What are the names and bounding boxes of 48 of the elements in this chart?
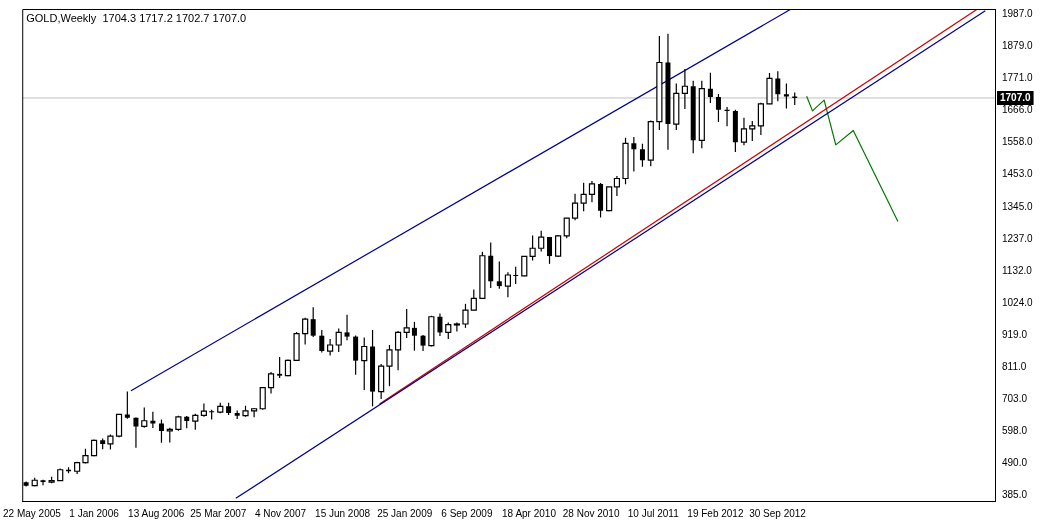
y-tick-label: 1024.0 [1002,296,1034,308]
y-tick-label: 490.0 [1002,457,1028,469]
y-tick-label: 919.0 [1002,328,1028,340]
candlestick [310,306,316,338]
candlestick [775,70,781,102]
x-tick-label: 6 Sep 2009 [441,507,493,519]
candlestick [437,312,443,337]
y-tick-label: 1558.0 [1002,136,1034,148]
y-tick-label: 598.0 [1002,425,1028,437]
y-tick-label: 1666.0 [1002,104,1034,116]
y-tick-label: 385.0 [1002,489,1028,501]
y-tick-label: 1132.0 [1002,264,1033,276]
x-tick-label: 18 Apr 2010 [502,507,557,519]
x-tick-label: 15 Jun 2008 [315,507,371,519]
candlestick [547,236,553,265]
x-tick-label: 10 Jul 2011 [627,507,680,519]
x-tick-label: 4 Nov 2007 [254,507,307,519]
candlestick [639,143,645,168]
candlestick [496,260,502,290]
candlestick [124,391,130,420]
x-tick-label: 13 Aug 2006 [128,507,185,519]
y-tick-label: 1345.0 [1002,200,1034,212]
candlestick [783,82,789,110]
chart-title: GOLD,Weekly 1704.3 1717.2 1702.7 1707.0 [26,11,247,24]
y-tick-label: 1453.0 [1002,168,1034,180]
x-tick-label: 19 Feb 2012 [687,507,744,519]
candlestick [277,356,283,379]
x-tick-label: 28 Nov 2010 [562,507,620,519]
candlestick [631,136,637,173]
y-tick-label: 703.0 [1002,393,1028,405]
candlestick [319,329,325,354]
candlestick [707,72,713,104]
y-tick-label: 1771.0 [1002,72,1034,84]
y-tick-label: 1987.0 [1002,7,1034,19]
x-tick-label: 1 Jan 2006 [69,507,120,519]
y-tick-label: 1237.0 [1002,232,1034,244]
candlestick [411,321,417,352]
x-tick-label: 30 Sep 2012 [749,507,807,519]
ref-line-label: 1707.0 [1000,91,1032,103]
y-tick-label: 811.0 [1002,361,1027,373]
x-tick-label: 25 Jan 2009 [377,507,433,519]
y-tick-label: 1879.0 [1002,40,1034,52]
x-tick-label: 22 May 2005 [3,507,62,519]
candlestick [133,416,139,449]
x-tick-label: 25 Mar 2007 [190,507,247,519]
candlestick [715,93,721,123]
candlestick [158,418,164,444]
candlestick [344,314,350,341]
